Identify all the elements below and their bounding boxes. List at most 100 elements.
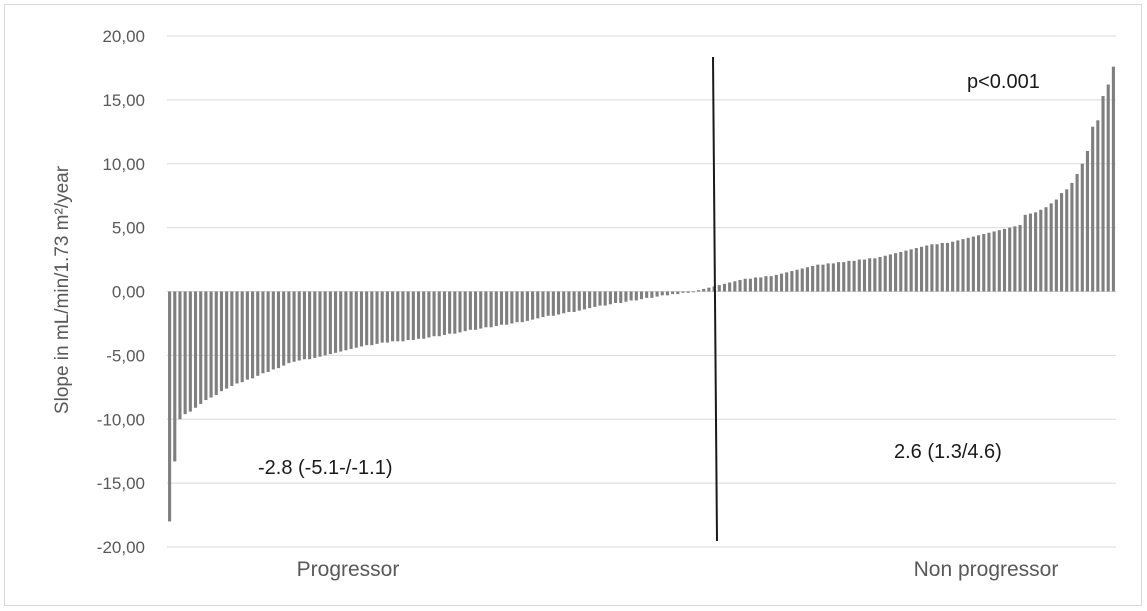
bar-progressor <box>209 291 213 398</box>
bar-non-progressor <box>743 278 747 292</box>
bar-progressor <box>183 291 187 415</box>
bar-progressor <box>375 291 379 344</box>
bar-progressor <box>639 291 644 300</box>
bar-progressor <box>629 291 633 301</box>
bar-non-progressor <box>888 254 892 292</box>
bar-progressor <box>458 291 462 333</box>
bar-progressor <box>432 291 436 337</box>
bar-non-progressor <box>951 241 955 292</box>
y-tick-label: -5,00 <box>106 346 145 365</box>
bar-progressor <box>536 291 540 319</box>
bar-non-progressor <box>790 271 794 292</box>
bar-non-progressor <box>842 262 846 292</box>
bar-non-progressor <box>738 280 742 292</box>
bar-progressor <box>494 291 498 326</box>
bar-progressor <box>406 291 410 341</box>
bar-progressor <box>422 291 426 339</box>
bar-progressor <box>614 291 618 303</box>
bar-non-progressor <box>696 290 701 292</box>
bar-non-progressor <box>795 269 799 292</box>
bar-progressor <box>655 291 659 297</box>
bar-progressor <box>391 291 395 342</box>
bars <box>168 66 1115 522</box>
bar-non-progressor <box>935 244 939 292</box>
bar-non-progressor <box>987 232 991 292</box>
bar-non-progressor <box>904 250 908 292</box>
bar-progressor <box>681 291 685 293</box>
bar-progressor <box>292 291 296 362</box>
bar-progressor <box>225 291 229 389</box>
bar-non-progressor <box>847 260 851 292</box>
bar-progressor <box>582 291 587 310</box>
bar-progressor <box>608 291 612 305</box>
bar-progressor <box>525 291 529 321</box>
bar-non-progressor <box>821 264 825 292</box>
bar-non-progressor <box>930 244 934 292</box>
y-tick-label: 15,00 <box>102 91 145 110</box>
bar-non-progressor <box>826 263 830 292</box>
bar-non-progressor <box>868 258 872 292</box>
bar-non-progressor <box>1054 199 1058 292</box>
bar-progressor <box>541 291 545 318</box>
bar-progressor <box>546 291 550 316</box>
bar-progressor <box>603 291 607 306</box>
bar-progressor <box>193 291 198 408</box>
bar-progressor <box>686 291 690 293</box>
bar-non-progressor <box>779 273 784 292</box>
bar-non-progressor <box>1070 182 1074 292</box>
bar-non-progressor <box>733 281 737 292</box>
bar-progressor <box>588 291 592 309</box>
bar-progressor <box>261 291 265 374</box>
bar-progressor <box>665 291 669 296</box>
bar-non-progressor <box>883 255 887 292</box>
bar-progressor <box>339 291 343 352</box>
y-tick-label: -20,00 <box>97 538 145 557</box>
bar-non-progressor <box>997 230 1001 292</box>
bar-non-progressor <box>940 242 944 292</box>
bar-progressor <box>328 291 332 355</box>
bar-non-progressor <box>831 263 835 292</box>
bar-progressor <box>256 291 260 376</box>
bar-progressor <box>401 291 405 342</box>
y-tick-label: 20,00 <box>102 27 145 46</box>
bar-progressor <box>318 291 322 357</box>
bar-progressor <box>562 291 566 314</box>
bar-non-progressor <box>1106 84 1110 292</box>
bar-non-progressor <box>764 276 768 292</box>
bar-progressor <box>365 291 369 346</box>
bar-progressor <box>520 291 524 323</box>
category-label-non-progressor: Non progressor <box>914 558 1059 581</box>
bar-progressor <box>634 291 638 301</box>
bar-non-progressor <box>925 245 929 292</box>
bar-progressor <box>593 291 597 307</box>
bar-progressor <box>442 291 446 335</box>
bar-non-progressor <box>754 277 758 292</box>
bar-non-progressor <box>878 257 882 292</box>
bar-progressor <box>282 291 286 366</box>
bar-non-progressor <box>956 240 960 292</box>
bar-progressor <box>463 291 467 332</box>
bar-progressor <box>271 291 275 370</box>
bar-non-progressor <box>816 264 820 292</box>
bar-non-progressor <box>717 285 721 292</box>
bar-non-progressor <box>971 236 975 292</box>
significance-label: p<0.001 <box>967 71 1040 93</box>
bar-progressor <box>302 291 306 360</box>
bar-progressor <box>199 291 203 404</box>
bar-progressor <box>370 291 374 346</box>
bar-progressor <box>416 291 421 339</box>
bar-progressor <box>468 291 472 330</box>
bar-progressor <box>671 291 675 295</box>
bar-progressor <box>359 291 364 347</box>
bar-progressor <box>556 291 561 315</box>
bar-non-progressor <box>1008 227 1012 292</box>
bar-non-progressor <box>702 288 706 292</box>
bar-progressor <box>515 291 519 323</box>
bar-non-progressor <box>1085 150 1090 292</box>
bar-progressor <box>577 291 581 311</box>
category-label-progressor: Progressor <box>297 558 400 581</box>
bar-non-progressor <box>1044 207 1048 292</box>
bar-progressor <box>448 291 452 334</box>
bar-non-progressor <box>748 278 752 292</box>
bar-progressor <box>178 291 182 420</box>
